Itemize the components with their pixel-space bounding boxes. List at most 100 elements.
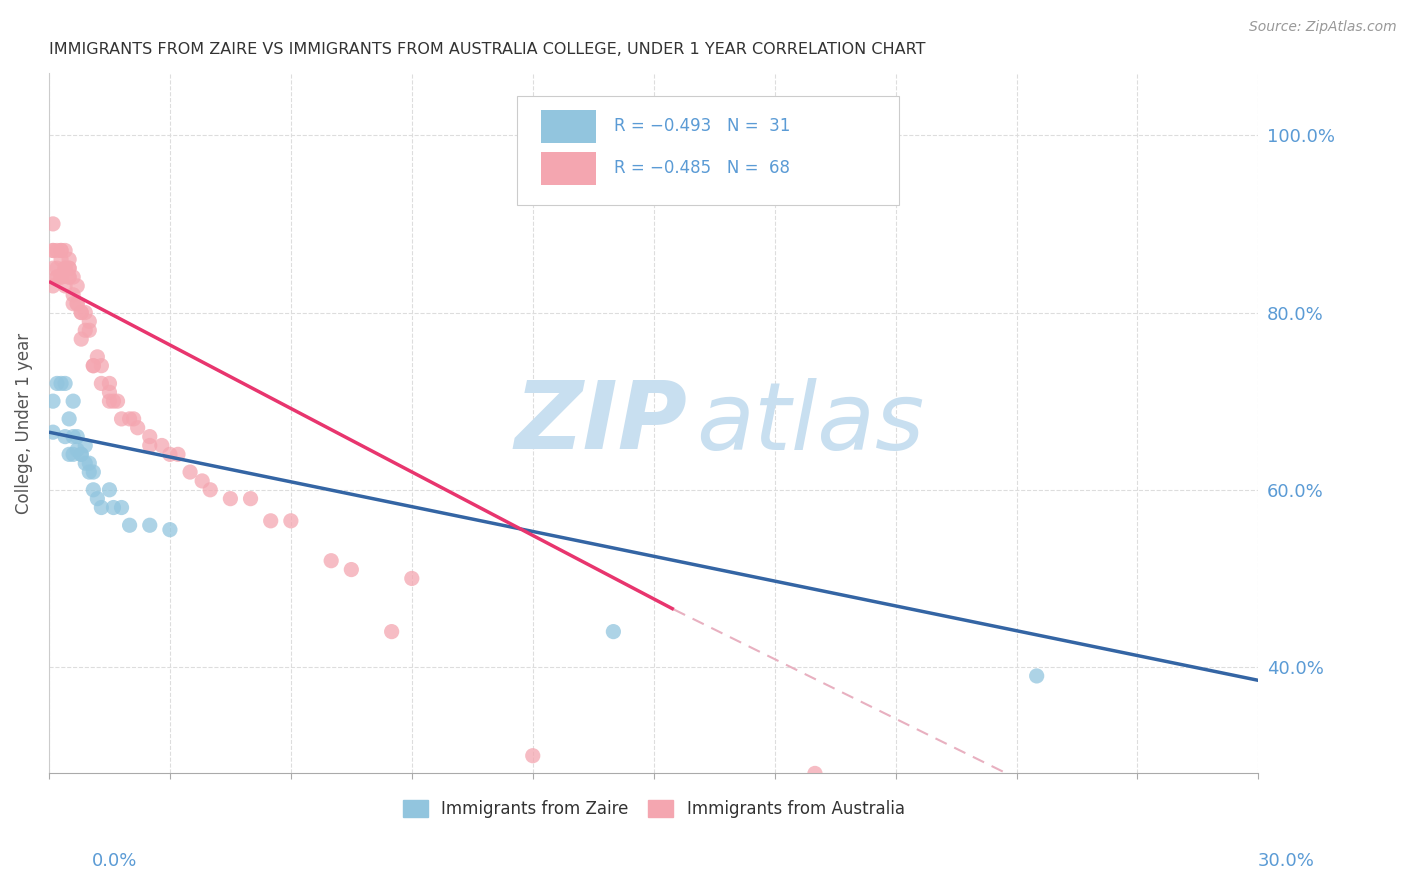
Point	[401, 571, 423, 585]
Text: R = −0.485   N =  68: R = −0.485 N = 68	[614, 160, 790, 178]
Text: 30.0%: 30.0%	[1258, 852, 1315, 870]
Point	[103, 500, 125, 515]
Point	[62, 429, 84, 443]
Point	[118, 412, 141, 426]
Point	[53, 244, 76, 258]
Point	[179, 465, 201, 479]
Point	[118, 518, 141, 533]
Point	[42, 244, 65, 258]
Point	[70, 447, 93, 461]
Point	[239, 491, 262, 506]
Text: IMMIGRANTS FROM ZAIRE VS IMMIGRANTS FROM AUSTRALIA COLLEGE, UNDER 1 YEAR CORRELA: IMMIGRANTS FROM ZAIRE VS IMMIGRANTS FROM…	[49, 42, 925, 57]
Point	[70, 447, 93, 461]
Text: 0.0%: 0.0%	[91, 852, 136, 870]
Point	[58, 252, 80, 267]
Point	[82, 483, 104, 497]
Point	[79, 456, 101, 470]
FancyBboxPatch shape	[541, 110, 596, 144]
Point	[62, 447, 84, 461]
Point	[46, 270, 69, 285]
Point	[82, 359, 104, 373]
Point	[75, 438, 97, 452]
Point	[66, 279, 89, 293]
Point	[62, 270, 84, 285]
Point	[90, 359, 112, 373]
Point	[62, 296, 84, 310]
Point	[75, 456, 97, 470]
Point	[49, 244, 72, 258]
Point	[70, 305, 93, 319]
Text: R = −0.493   N =  31: R = −0.493 N = 31	[614, 118, 790, 136]
Point	[340, 563, 363, 577]
Point	[58, 270, 80, 285]
Point	[98, 394, 121, 409]
Point	[602, 624, 624, 639]
Point	[53, 261, 76, 276]
Point	[42, 261, 65, 276]
Point	[159, 523, 181, 537]
Point	[522, 748, 544, 763]
Text: Source: ZipAtlas.com: Source: ZipAtlas.com	[1249, 20, 1396, 34]
FancyBboxPatch shape	[541, 152, 596, 186]
Point	[90, 376, 112, 391]
Point	[127, 421, 149, 435]
Point	[53, 261, 76, 276]
Point	[107, 394, 129, 409]
Point	[98, 385, 121, 400]
FancyBboxPatch shape	[517, 95, 900, 205]
Point	[75, 305, 97, 319]
Point	[62, 287, 84, 301]
Point	[42, 279, 65, 293]
Point	[49, 244, 72, 258]
Point	[66, 296, 89, 310]
Point	[58, 270, 80, 285]
Point	[150, 438, 173, 452]
Point	[53, 376, 76, 391]
Point	[49, 270, 72, 285]
Text: atlas: atlas	[696, 378, 924, 469]
Point	[191, 474, 214, 488]
Point	[70, 305, 93, 319]
Point	[86, 350, 108, 364]
Point	[79, 314, 101, 328]
Point	[42, 244, 65, 258]
Point	[82, 465, 104, 479]
Point	[53, 279, 76, 293]
Point	[79, 323, 101, 337]
Point	[66, 429, 89, 443]
Point	[46, 261, 69, 276]
Point	[58, 261, 80, 276]
Point	[167, 447, 190, 461]
Y-axis label: College, Under 1 year: College, Under 1 year	[15, 333, 32, 514]
Point	[1025, 669, 1047, 683]
Point	[110, 500, 132, 515]
Point	[49, 376, 72, 391]
Point	[98, 376, 121, 391]
Point	[79, 465, 101, 479]
Point	[280, 514, 302, 528]
Point	[42, 217, 65, 231]
Point	[66, 296, 89, 310]
Point	[159, 447, 181, 461]
Point	[58, 412, 80, 426]
Point	[75, 323, 97, 337]
Point	[42, 394, 65, 409]
Point	[260, 514, 283, 528]
Point	[49, 270, 72, 285]
Point	[219, 491, 242, 506]
Point	[66, 442, 89, 457]
Point	[82, 359, 104, 373]
Point	[200, 483, 222, 497]
Point	[53, 429, 76, 443]
Point	[321, 554, 343, 568]
Point	[42, 425, 65, 440]
Point	[62, 394, 84, 409]
Point	[122, 412, 145, 426]
Text: ZIP: ZIP	[515, 377, 688, 469]
Point	[110, 412, 132, 426]
Point	[139, 438, 162, 452]
Point	[139, 429, 162, 443]
Point	[46, 244, 69, 258]
Point	[804, 766, 827, 780]
Point	[58, 261, 80, 276]
